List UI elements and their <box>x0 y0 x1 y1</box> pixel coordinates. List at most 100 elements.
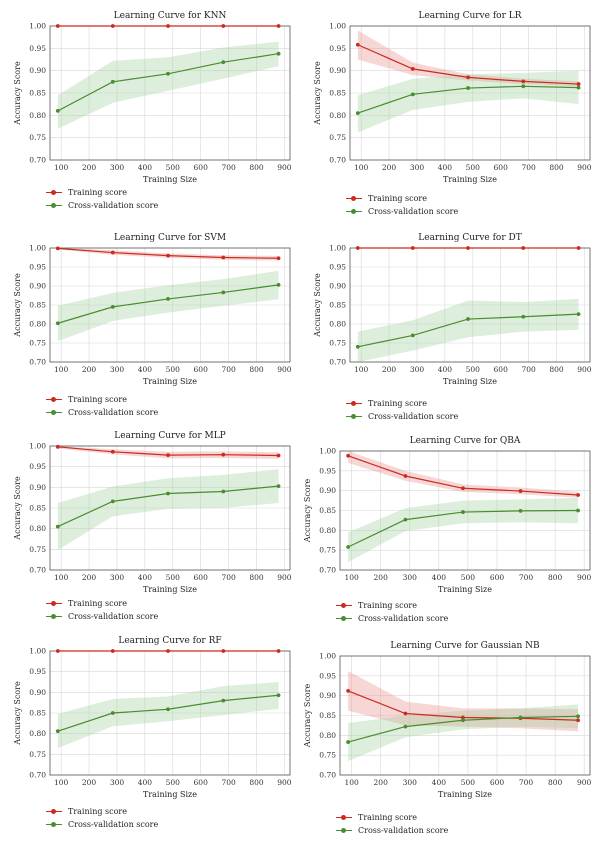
data-point-cv <box>521 314 526 319</box>
y-tick-label: 0.75 <box>29 750 46 759</box>
chart-title: Learning Curve for DT <box>418 233 521 243</box>
y-tick-label: 0.70 <box>29 566 46 575</box>
data-point-train <box>276 453 281 458</box>
x-tick-label: 800 <box>249 163 264 172</box>
legend-label-train: Training score <box>68 395 127 404</box>
legend-marker <box>46 189 62 196</box>
y-tick-label: 0.85 <box>29 709 46 718</box>
data-point-train <box>461 486 465 491</box>
y-axis-label: Accuracy Score <box>13 476 22 541</box>
x-tick-label: 100 <box>344 573 359 582</box>
legend-marker <box>346 413 362 420</box>
legend-label-cv: Cross-validation score <box>68 408 159 417</box>
chart-title: Learning Curve for QBA <box>410 436 521 446</box>
y-tick-label: 0.85 <box>319 506 336 515</box>
legend: Training score Cross-validation score <box>346 192 458 218</box>
x-tick-label: 600 <box>494 163 509 172</box>
data-point-train <box>355 246 360 250</box>
data-point-cv <box>410 333 415 338</box>
legend-item-cv: Cross-validation score <box>46 818 158 831</box>
x-tick-label: 600 <box>194 778 209 787</box>
y-tick-label: 0.75 <box>29 339 46 348</box>
legend-marker <box>336 615 352 622</box>
data-point-train <box>276 24 281 28</box>
x-axis-label: Training Size <box>443 377 497 386</box>
x-tick-label: 500 <box>166 163 181 172</box>
y-tick-label: 0.90 <box>319 691 336 700</box>
x-axis-label: Training Size <box>443 175 497 184</box>
data-point-cv <box>55 524 60 529</box>
x-tick-label: 200 <box>82 573 97 582</box>
y-tick-label: 0.95 <box>319 671 336 680</box>
y-tick-label: 0.90 <box>319 486 336 495</box>
legend-label-train: Training score <box>368 194 427 203</box>
data-point-train <box>521 246 526 250</box>
x-axis-label: Training Size <box>438 790 492 799</box>
legend-item-train: Training score <box>346 397 458 410</box>
x-tick-label: 100 <box>344 778 359 787</box>
y-tick-label: 1.00 <box>29 244 46 253</box>
legend-marker <box>46 202 62 209</box>
chart-gaussian-nb: Learning Curve for Gaussian NB 100 200 300 4… <box>303 641 592 799</box>
data-point-cv <box>466 317 470 321</box>
data-point-train <box>276 256 281 261</box>
legend: Training score Cross-validation score <box>336 599 448 625</box>
data-point-cv <box>518 715 523 720</box>
legend: Training score Cross-validation score <box>46 597 158 623</box>
y-tick-label: 0.75 <box>29 133 46 142</box>
legend-label-train: Training score <box>368 399 427 408</box>
x-tick-label: 500 <box>466 163 481 172</box>
x-tick-label: 700 <box>221 573 236 582</box>
data-point-train <box>110 24 115 28</box>
data-point-cv <box>576 508 580 513</box>
y-tick-label: 0.80 <box>319 731 336 740</box>
legend-label-train: Training score <box>68 599 127 608</box>
y-tick-label: 1.00 <box>319 447 336 456</box>
y-tick-label: 0.80 <box>29 729 46 738</box>
data-point-train <box>166 453 170 457</box>
x-tick-label: 100 <box>54 778 69 787</box>
data-point-cv <box>461 510 465 514</box>
data-point-train <box>110 250 115 255</box>
x-axis-label: Training Size <box>143 377 197 386</box>
x-tick-label: 700 <box>221 778 236 787</box>
x-tick-label: 500 <box>461 573 476 582</box>
data-point-cv <box>55 729 60 734</box>
legend-item-cv: Cross-validation score <box>46 406 158 419</box>
data-point-train <box>461 715 465 720</box>
data-point-cv <box>221 60 226 65</box>
data-point-cv <box>518 508 523 513</box>
data-point-train <box>466 75 470 80</box>
y-tick-label: 0.75 <box>329 133 346 142</box>
x-tick-label: 600 <box>490 573 505 582</box>
y-tick-label: 0.75 <box>319 751 336 760</box>
x-tick-label: 800 <box>249 778 264 787</box>
y-tick-label: 0.80 <box>29 111 46 120</box>
chart-panel-gaussian-nb: Learning Curve for Gaussian NB 100 200 300 4… <box>290 630 592 853</box>
legend-label-cv: Cross-validation score <box>68 201 159 210</box>
legend-label-train: Training score <box>68 188 127 197</box>
y-tick-label: 0.80 <box>329 111 346 120</box>
x-tick-label: 900 <box>577 163 592 172</box>
legend-label-cv: Cross-validation score <box>368 207 459 216</box>
data-point-cv <box>166 707 170 712</box>
x-tick-label: 600 <box>194 365 209 374</box>
y-tick-label: 0.70 <box>329 156 346 165</box>
data-point-cv <box>110 711 115 715</box>
x-tick-label: 100 <box>354 365 369 374</box>
data-point-cv <box>276 51 281 56</box>
confidence-band-cv <box>357 298 579 362</box>
x-tick-label: 900 <box>577 573 592 582</box>
y-axis-label: Accuracy Score <box>13 273 22 338</box>
y-tick-label: 0.80 <box>329 320 346 329</box>
chart-title: Learning Curve for LR <box>419 11 522 21</box>
y-tick-label: 1.00 <box>29 442 46 451</box>
legend-label-cv: Cross-validation score <box>68 820 159 829</box>
x-tick-label: 200 <box>82 365 97 374</box>
data-point-cv <box>276 282 281 287</box>
legend-marker <box>346 400 362 407</box>
data-point-cv <box>276 693 281 698</box>
chart-panel-knn: Learning Curve for KNN 100 200 300 400 500 600… <box>0 0 300 213</box>
data-point-cv <box>221 489 226 494</box>
x-tick-label: 600 <box>194 573 209 582</box>
